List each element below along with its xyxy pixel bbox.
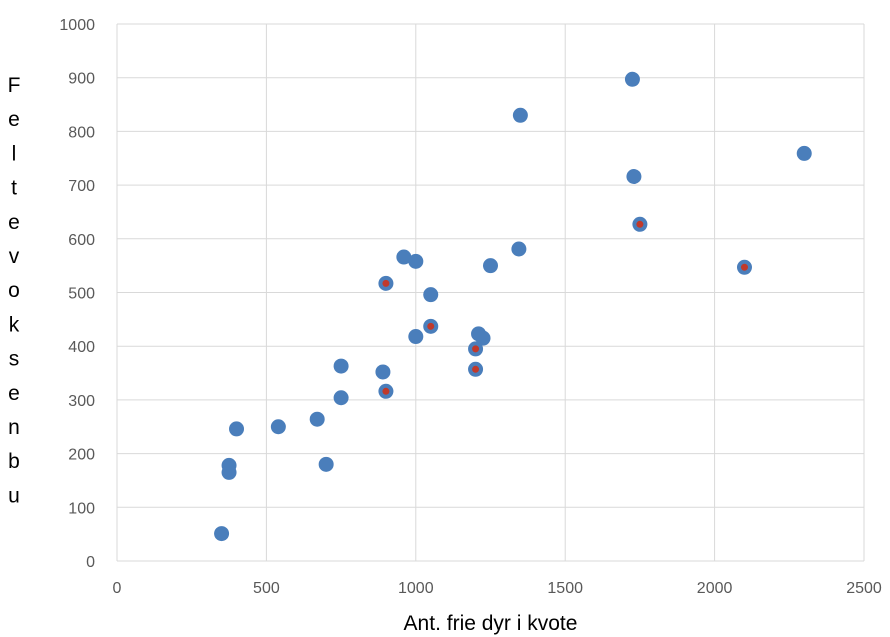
- y-axis-title-letter: e: [8, 108, 20, 131]
- data-point: [408, 253, 424, 269]
- data-point: [309, 411, 325, 427]
- highlight-marker: [636, 220, 644, 228]
- x-tick-label: 1000: [398, 580, 434, 597]
- data-point: [408, 329, 424, 345]
- data-point: [375, 364, 391, 380]
- x-tick-label: 0: [113, 580, 122, 597]
- y-tick-label: 600: [68, 232, 95, 249]
- data-point: [796, 145, 812, 161]
- x-axis-title: Ant. frie dyr i kvote: [404, 612, 578, 635]
- y-axis-title-letter: e: [8, 382, 20, 405]
- y-axis-title-letter: t: [11, 177, 17, 200]
- highlight-marker: [472, 365, 480, 373]
- x-tick-label: 2500: [846, 580, 882, 597]
- y-axis-title-letter: b: [8, 450, 20, 473]
- y-tick-label: 800: [68, 124, 95, 141]
- data-point: [626, 169, 642, 185]
- y-axis-title-letter: o: [8, 279, 20, 302]
- y-axis-tick-labels: 0 100 200 300 400 500 600 700 800 900 1000: [59, 17, 95, 571]
- data-points: [214, 71, 812, 542]
- data-point: [512, 107, 528, 123]
- y-tick-label: 900: [68, 71, 95, 88]
- y-tick-label: 1000: [59, 17, 95, 34]
- x-tick-label: 2000: [697, 580, 733, 597]
- y-axis-title-letter: F: [8, 74, 21, 97]
- y-axis-title-letter: l: [12, 142, 17, 165]
- data-point: [333, 390, 349, 406]
- data-point: [511, 241, 527, 257]
- y-tick-label: 100: [68, 500, 95, 517]
- y-axis-title-letter: n: [8, 416, 20, 439]
- y-tick-label: 0: [86, 554, 95, 571]
- data-point: [483, 258, 498, 274]
- x-tick-label: 500: [253, 580, 280, 597]
- highlight-marker: [382, 387, 390, 395]
- y-tick-label: 200: [68, 447, 95, 464]
- y-tick-label: 300: [68, 393, 95, 410]
- y-axis-title-letter: e: [8, 211, 20, 234]
- highlight-marker: [472, 345, 480, 353]
- highlight-marker: [382, 279, 390, 287]
- data-point: [333, 358, 349, 374]
- highlight-marker: [740, 263, 748, 271]
- y-axis-title-letter: k: [9, 313, 20, 336]
- data-point: [214, 526, 230, 542]
- y-tick-label: 700: [68, 178, 95, 195]
- highlight-marker: [427, 322, 435, 330]
- data-point: [270, 419, 286, 435]
- y-axis-title-letter: u: [8, 484, 20, 507]
- y-axis-title-letter: s: [9, 348, 20, 371]
- y-axis-title-letter: v: [9, 245, 20, 268]
- data-point: [475, 330, 491, 346]
- x-axis-tick-labels: 0 500 1000 1500 2000 2500: [113, 580, 882, 597]
- data-point: [318, 456, 334, 472]
- data-point: [229, 421, 245, 437]
- y-tick-label: 500: [68, 286, 95, 303]
- x-tick-label: 1500: [547, 580, 583, 597]
- gridlines: [116, 23, 865, 562]
- data-point: [396, 249, 412, 265]
- data-point: [423, 287, 439, 303]
- data-point: [221, 464, 237, 480]
- data-point: [624, 71, 640, 87]
- y-tick-label: 400: [68, 339, 95, 356]
